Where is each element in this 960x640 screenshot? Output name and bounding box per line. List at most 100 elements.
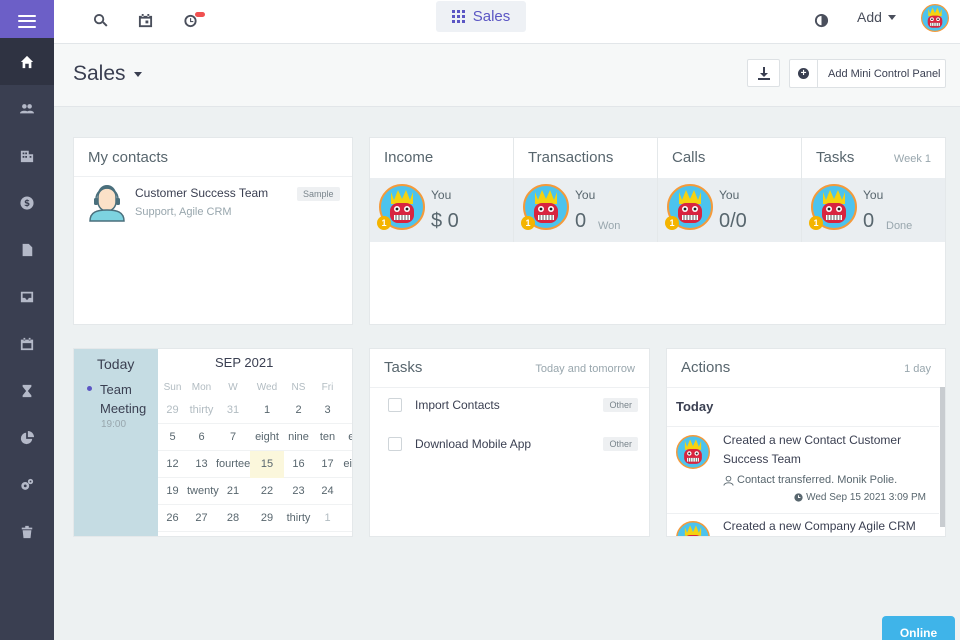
sidebar-item-home[interactable] bbox=[0, 38, 54, 85]
sidebar-item-reports[interactable] bbox=[0, 414, 54, 461]
sidebar-item-settings[interactable] bbox=[0, 461, 54, 508]
calendar-day[interactable]: 24 bbox=[321, 485, 334, 497]
calendar-day[interactable]: 1 bbox=[263, 404, 271, 416]
calendar-day[interactable]: 17 bbox=[321, 458, 334, 470]
sidebar-item-inbox[interactable] bbox=[0, 273, 54, 320]
calendar-day[interactable]: nine bbox=[288, 431, 309, 443]
tasks-panel: Tasks Today and tomorrow Import Contacts… bbox=[369, 348, 650, 537]
calendar-day[interactable]: thirty bbox=[286, 512, 311, 524]
calendar-button[interactable] bbox=[133, 8, 157, 32]
task-checkbox[interactable] bbox=[388, 398, 402, 412]
task-tag: Other bbox=[603, 437, 638, 451]
page-title: Sales bbox=[73, 62, 126, 85]
calendar-day[interactable]: thirty bbox=[189, 404, 214, 416]
task-label[interactable]: Import Contacts bbox=[415, 398, 500, 412]
calendar-day[interactable]: 12 bbox=[166, 458, 179, 470]
grid-icon bbox=[451, 10, 465, 23]
calendar-day[interactable]: 1 bbox=[324, 512, 331, 524]
calendar-day[interactable]: 2 bbox=[295, 404, 302, 416]
sidebar-item-timer[interactable] bbox=[0, 367, 54, 414]
calendar-day[interactable]: 21 bbox=[226, 485, 240, 497]
sidebar-item-calendar[interactable] bbox=[0, 320, 54, 367]
calendar-day[interactable]: 3 bbox=[324, 404, 331, 416]
calendar-day[interactable]: 26 bbox=[166, 512, 179, 524]
task-tag: Other bbox=[603, 398, 638, 412]
scrollbar[interactable] bbox=[940, 387, 945, 527]
sidebar-item-deals[interactable]: $ bbox=[0, 179, 54, 226]
calendar-day[interactable]: 15 bbox=[250, 450, 284, 478]
calls-stat: Calls 1 You 0/0 bbox=[658, 138, 802, 242]
menu-toggle-button[interactable] bbox=[0, 0, 54, 42]
calendar-day[interactable]: fourteen bbox=[216, 458, 257, 470]
stat-title: Tasks bbox=[816, 149, 855, 166]
calendar-day[interactable]: 4 bbox=[342, 404, 352, 416]
calendar-day[interactable]: 6 bbox=[198, 431, 205, 443]
calendar-day[interactable]: 19 bbox=[166, 485, 179, 497]
calendar-panel: Today Team Meeting 19:00 SEP 2021 Sun Mon… bbox=[73, 348, 353, 537]
calendar-day[interactable]: 25 bbox=[342, 485, 352, 497]
calendar-day[interactable]: 28 bbox=[226, 512, 240, 524]
tasks-subtitle: Today and tomorrow bbox=[535, 363, 635, 375]
alarm-button[interactable] bbox=[178, 8, 205, 32]
add-mini-control-panel-button[interactable]: + Add Mini Control Panel bbox=[789, 59, 946, 88]
stat-user: You bbox=[431, 188, 452, 202]
sales-dashboard-tab[interactable]: Sales bbox=[436, 1, 526, 32]
sidebar-item-contacts[interactable] bbox=[0, 85, 54, 132]
calendar-grid: SunMonWWedNSFriSa29thirty311234567eightn… bbox=[158, 377, 352, 532]
dashboard-selector[interactable]: Sales bbox=[73, 62, 142, 86]
calendar-day[interactable]: 13 bbox=[195, 458, 208, 470]
notification-badge bbox=[195, 12, 205, 17]
calendar-day[interactable]: 29 bbox=[260, 512, 274, 524]
clock-icon bbox=[794, 493, 803, 502]
week-label: Week 1 bbox=[893, 153, 931, 165]
calendar-day[interactable]: ten bbox=[319, 431, 336, 443]
users-icon bbox=[20, 103, 34, 113]
plus-icon: + bbox=[798, 68, 809, 79]
support-agent-icon bbox=[89, 185, 125, 222]
task-item: Download Mobile App Other bbox=[388, 434, 638, 454]
calendar-day[interactable]: 2 bbox=[342, 512, 352, 524]
online-status-button[interactable]: Online bbox=[882, 616, 955, 640]
contact-name[interactable]: Customer Success Team bbox=[135, 186, 269, 200]
weekday-label: Wed bbox=[256, 381, 278, 393]
calendar-day[interactable]: eighteen bbox=[343, 458, 352, 470]
transactions-stat: Transactions 1 You 0 Won bbox=[514, 138, 658, 242]
event-time: 19:00 bbox=[101, 419, 127, 430]
stat-user: You bbox=[863, 188, 884, 202]
task-label[interactable]: Download Mobile App bbox=[415, 437, 532, 451]
theme-toggle-button[interactable] bbox=[809, 8, 833, 32]
page-subheader: Sales + Add Mini Control Panel bbox=[54, 44, 960, 107]
action-note: Contact transferred. Monik Polie. bbox=[723, 474, 897, 486]
sidebar-item-trash[interactable] bbox=[0, 508, 54, 555]
calendar-day[interactable]: eleven bbox=[342, 431, 352, 443]
sidebar-item-companies[interactable] bbox=[0, 132, 54, 179]
calendar-day[interactable]: 23 bbox=[292, 485, 305, 497]
calendar-day[interactable]: 31 bbox=[226, 404, 240, 416]
calendar-day[interactable]: 16 bbox=[292, 458, 305, 470]
task-checkbox[interactable] bbox=[388, 437, 402, 451]
search-icon bbox=[93, 13, 108, 27]
weekday-label: Fri bbox=[321, 381, 334, 393]
calendar-day[interactable]: 22 bbox=[260, 485, 274, 497]
event-title[interactable]: Team Meeting bbox=[100, 382, 147, 416]
calendar-icon bbox=[20, 337, 34, 350]
calendar-day[interactable]: 5 bbox=[169, 431, 176, 443]
weekday-label: NS bbox=[291, 381, 306, 393]
action-time: Wed Sep 15 2021 3:09 PM bbox=[794, 492, 926, 503]
add-dropdown[interactable]: Add bbox=[857, 8, 896, 26]
user-avatar[interactable] bbox=[921, 4, 949, 32]
calendar-icon bbox=[138, 13, 152, 27]
home-icon bbox=[20, 55, 34, 68]
calendar-day[interactable]: twenty bbox=[187, 485, 219, 497]
calendar-day[interactable]: 7 bbox=[229, 431, 237, 443]
sidebar-item-documents[interactable] bbox=[0, 226, 54, 273]
calendar-day[interactable]: eight bbox=[255, 431, 279, 443]
calendar-day[interactable]: 27 bbox=[195, 512, 208, 524]
action-text: Created a new Contact Customer Success T… bbox=[723, 433, 902, 466]
search-button[interactable] bbox=[88, 8, 112, 32]
user-avatar bbox=[676, 435, 710, 469]
calendar-day[interactable]: 29 bbox=[166, 404, 179, 416]
download-button[interactable] bbox=[747, 59, 780, 87]
user-avatar bbox=[676, 521, 710, 537]
